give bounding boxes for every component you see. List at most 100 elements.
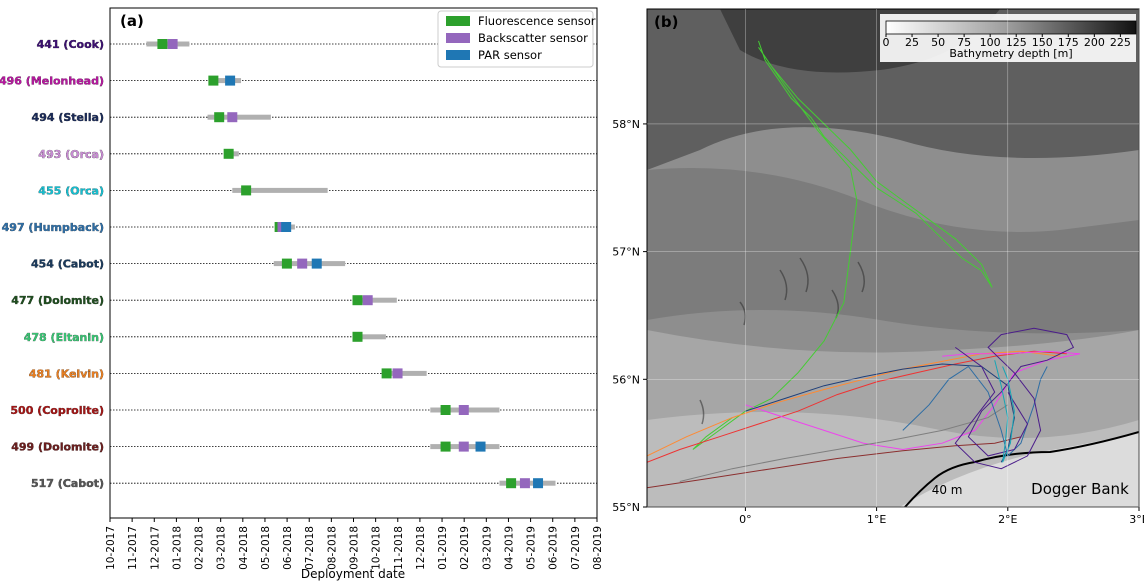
par-sensor-marker [533,478,544,489]
colorbar-gradient [885,20,1137,35]
glider-label: 478 (Eltanin) [24,331,104,344]
x-tick-label: 02-2018 [194,526,206,570]
x-tick-label: 10-2017 [105,526,117,570]
x-tick-label: 08-2018 [326,526,338,570]
fluorescence-sensor-marker [506,478,517,489]
timeline-row-500-coprolite: 500 (Coprolite) [10,404,597,417]
colorbar-tick-label: 200 [1084,36,1105,49]
colorbar-tick-label: 75 [957,36,971,49]
par-sensor-marker [225,75,236,86]
x-tick-label: 11-2017 [127,526,139,570]
glider-label: 517 (Cabot) [31,477,104,490]
timeline-row-497-humpback: 497 (Humpback) [1,221,597,234]
colorbar-tick-label: 150 [1032,36,1053,49]
backscatter-sensor-marker [227,112,238,123]
latitude-tick-label: 58°N [612,118,640,131]
glider-label: 477 (Dolomite) [11,294,104,307]
colorbar-tick-label: 25 [905,36,919,49]
colorbar-ticks: 0 25 50 75 100 125 150 175 200 225 [883,34,1131,49]
x-tick-label: 01-2018 [171,526,183,570]
colorbar-tick-label: 175 [1058,36,1079,49]
x-tick-label: 06-2019 [548,526,560,570]
fluorescence-sensor-marker [352,295,363,306]
x-tick-label: 07-2018 [304,526,316,570]
fluorescence-sensor-marker [214,112,225,123]
glider-label: 499 (Dolomite) [11,441,104,454]
glider-track-map-panel: (b) 0 25 50 75 100 125 150 175 200 225 Bathymetry… [612,8,1144,526]
fluorescence-sensor-marker [440,405,451,415]
fluorescence-sensor-marker [281,258,292,269]
colorbar-tick-label: 0 [883,36,890,49]
par-sensor-marker [475,441,486,452]
timeline-row-493-orca: 493 (Orca) [38,148,597,161]
dogger-bank-label: Dogger Bank [1031,480,1129,498]
glider-label: 496 (Melonhead) [0,75,104,88]
glider-track [745,350,1081,451]
backscatter-sensor-marker [458,405,469,415]
backscatter-sensor-marker [392,368,403,379]
x-tick-label: 07-2019 [570,526,582,570]
backscatter-sensor-marker [519,478,530,489]
map-axes: 0° 1°E 2°E 3°E 55°N 56°N 57°N 58°N [612,9,1144,526]
legend-label-fluorescence: Fluorescence sensor [478,14,596,28]
x-tick-label: 08-2019 [592,526,604,570]
timeline-x-axis: 10-2017 11-2017 12-2017 01-2018 02-2018 03-20… [105,518,604,570]
colorbar-label: Bathymetry depth [m] [949,47,1072,60]
longitude-tick-label: 2°E [998,513,1017,526]
backscatter-sensor-marker [362,295,373,306]
deployment-bar [353,334,386,340]
legend-entry-backscatter: Backscatter sensor [446,31,588,45]
deployment-bar [232,187,328,193]
par-sensor-marker [311,258,322,269]
legend-label-backscatter: Backscatter sensor [478,31,588,45]
glider-track [954,327,1075,470]
timeline-row-481-kelvin: 481 (Kelvin) [29,367,597,381]
timeline-plot-area [109,7,598,519]
glider-track [902,365,1048,457]
sensor-timeline-panel: 441 (Cook) 496 (Melonhead) 494 (Stella) 493… [0,7,604,581]
glider-track [647,350,1067,463]
timeline-row-454-cabot: 454 (Cabot) [31,257,597,271]
panel-label-b: (b) [654,13,678,31]
legend-swatch-backscatter [446,33,470,43]
seabed-ridges [699,257,865,425]
x-tick-label: 10-2018 [371,526,383,570]
x-tick-label: 09-2018 [349,526,361,570]
timeline-row-455-orca: 455 (Orca) [38,184,597,198]
glider-label: 494 (Stella) [32,111,104,124]
legend-entry-par: PAR sensor [446,48,542,62]
glider-track [647,436,1022,489]
latitude-tick-label: 56°N [612,373,640,386]
x-tick-label: 05-2018 [260,526,272,570]
glider-label: 500 (Coprolite) [10,404,104,417]
timeline-row-478-eltanin: 478 (Eltanin) [24,331,597,344]
fluorescence-sensor-marker [241,185,252,196]
glider-track [994,360,1015,463]
fluorescence-sensor-marker [208,75,219,86]
colorbar-tick-label: 50 [931,36,945,49]
x-tick-label: 06-2018 [282,526,294,570]
glider-label: 481 (Kelvin) [29,367,104,380]
bathymetry-mid [647,168,1139,334]
timeline-row-517-cabot: 517 (Cabot) [31,477,597,490]
colorbar-tick-label: 100 [980,36,1001,49]
legend-swatch-fluorescence [446,16,470,26]
colorbar-tick-label: 125 [1006,36,1027,49]
fluorescence-sensor-marker [352,331,363,342]
x-tick-label: 05-2019 [526,526,538,570]
legend-label-par: PAR sensor [478,48,542,62]
sensor-legend: Fluorescence sensor Backscatter sensor P… [437,10,596,68]
deployment-bar [207,114,271,120]
longitude-tick-label: 3°E [1129,513,1144,526]
deployment-bar [353,297,397,303]
timeline-row-496-melonhead: 496 (Melonhead) [0,74,597,88]
fluorescence-sensor-marker [223,148,234,159]
x-tick-label: 03-2018 [216,526,228,570]
glider-label: 441 (Cook) [37,38,104,51]
x-tick-label: 04-2019 [503,526,515,570]
x-tick-label: 02-2019 [459,526,471,570]
dogger-bank-area [900,432,1139,507]
par-sensor-marker [281,222,292,232]
40m-contour-line [904,431,1139,507]
